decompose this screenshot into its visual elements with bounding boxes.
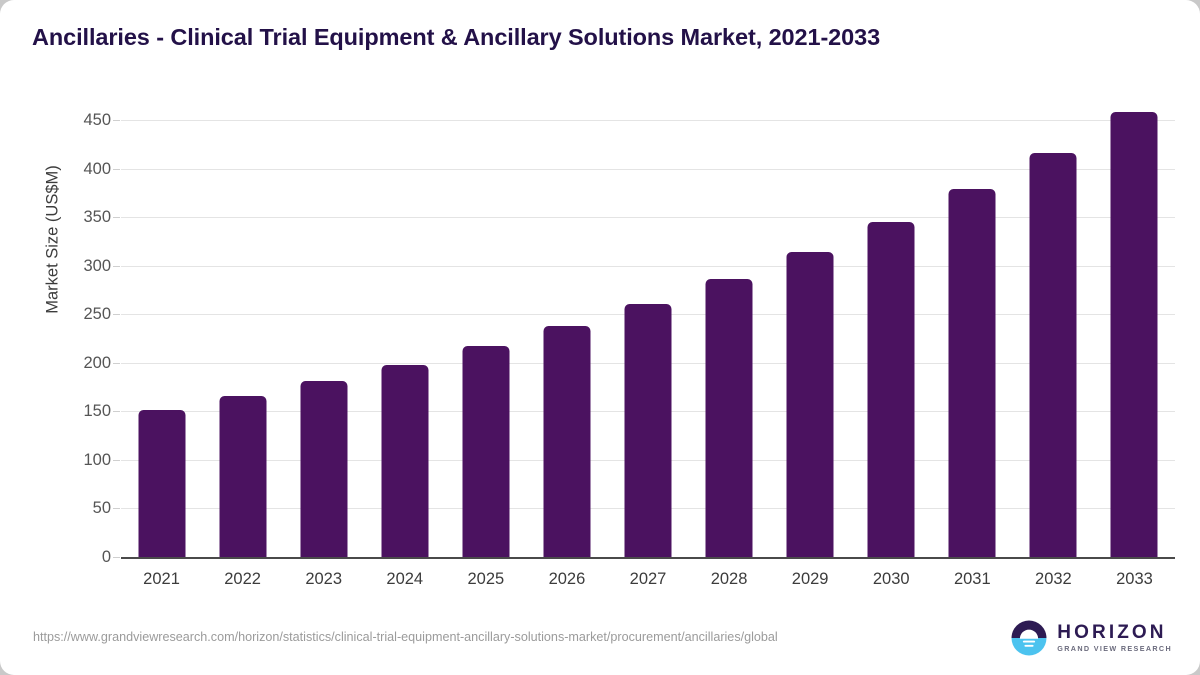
bar[interactable] bbox=[624, 303, 672, 557]
chart-title: Ancillaries - Clinical Trial Equipment &… bbox=[32, 24, 881, 50]
y-axis-tickmark bbox=[113, 459, 120, 461]
x-axis-line bbox=[121, 557, 1175, 559]
bar[interactable] bbox=[300, 381, 348, 557]
source-url[interactable]: https://www.grandviewresearch.com/horizo… bbox=[33, 630, 778, 644]
bar[interactable] bbox=[462, 346, 510, 557]
bar-slot bbox=[364, 120, 445, 557]
y-axis-tickmark bbox=[113, 265, 120, 267]
bar-slot bbox=[445, 120, 526, 557]
bar[interactable] bbox=[867, 221, 915, 557]
y-axis-tick-label: 250 bbox=[83, 304, 111, 323]
y-axis-tick-label: 450 bbox=[83, 110, 111, 129]
gridline bbox=[121, 168, 1175, 170]
y-axis-tickmark bbox=[113, 557, 120, 558]
horizon-logo-icon bbox=[1010, 619, 1048, 657]
bar[interactable] bbox=[1110, 112, 1158, 557]
bar-slot bbox=[607, 120, 688, 557]
bar-slot bbox=[283, 120, 364, 557]
bar-slot bbox=[121, 120, 202, 557]
y-axis-tickmark bbox=[113, 362, 120, 364]
y-axis-tick-label: 0 bbox=[101, 547, 111, 566]
gridline bbox=[121, 120, 1175, 121]
bar[interactable] bbox=[948, 188, 996, 557]
y-axis-tick-label: 100 bbox=[83, 450, 111, 469]
y-axis-tickmark bbox=[113, 168, 120, 170]
y-axis-tick-label: 150 bbox=[83, 402, 111, 421]
horizon-logo: HORIZON GRAND VIEW RESEARCH bbox=[1010, 619, 1172, 657]
bar-slot bbox=[770, 120, 851, 557]
y-axis-tickmark bbox=[113, 314, 120, 316]
bar[interactable] bbox=[1029, 153, 1077, 557]
y-axis-tickmarks bbox=[0, 120, 1200, 558]
x-axis-tick-label: 2027 bbox=[629, 570, 667, 588]
x-axis-tick-label: 2032 bbox=[1035, 570, 1072, 588]
x-axis-tick-label: 2021 bbox=[143, 570, 180, 588]
bar[interactable] bbox=[543, 325, 591, 557]
bar[interactable] bbox=[786, 252, 834, 557]
bar-slot bbox=[202, 120, 283, 557]
x-axis-tick-label: 2026 bbox=[548, 570, 586, 588]
bar-slot bbox=[526, 120, 607, 557]
x-axis-tick-label: 2029 bbox=[791, 570, 829, 588]
x-axis-tick-label: 2033 bbox=[1116, 570, 1153, 588]
y-axis-tickmark bbox=[113, 120, 120, 121]
gridline bbox=[121, 217, 1175, 219]
bar-slot bbox=[1094, 112, 1175, 557]
x-axis-tick-labels: 2021 2022 2023 2024 2025 2026 2027 2028 2029 2030… bbox=[121, 570, 1175, 596]
horizon-logo-text: HORIZON GRAND VIEW RESEARCH bbox=[1057, 623, 1172, 652]
x-axis-tick-label: 2025 bbox=[467, 570, 505, 588]
bar[interactable] bbox=[381, 364, 429, 557]
y-axis-tick-label: 300 bbox=[83, 256, 111, 275]
logo-wordmark: HORIZON bbox=[1057, 622, 1167, 644]
x-axis-tick-label: 2030 bbox=[872, 570, 910, 588]
y-axis-tickmark bbox=[113, 508, 120, 510]
x-axis-tick-label: 2023 bbox=[305, 570, 343, 588]
y-axis-tick-labels: 0 50 100 150 200 250 300 350 400 450 bbox=[41, 112, 111, 565]
bar-slot bbox=[851, 120, 932, 557]
x-axis-tick-label: 2022 bbox=[224, 570, 261, 588]
bar-slot bbox=[1013, 120, 1094, 557]
x-axis-tick-label: 2024 bbox=[386, 570, 424, 588]
y-axis-tick-label: 400 bbox=[83, 159, 111, 178]
y-axis-tick-label: 50 bbox=[92, 499, 111, 518]
x-axis-tick-label: 2028 bbox=[710, 570, 748, 588]
y-axis-tick-label: 350 bbox=[83, 207, 111, 226]
bar-slot bbox=[689, 120, 770, 557]
logo-tagline: GRAND VIEW RESEARCH bbox=[1057, 644, 1172, 654]
bar[interactable] bbox=[705, 279, 753, 557]
bar-slot bbox=[932, 120, 1013, 557]
y-axis-tickmark bbox=[113, 217, 120, 219]
gridline bbox=[121, 265, 1175, 267]
y-axis-tickmark bbox=[113, 411, 120, 413]
bar[interactable] bbox=[219, 395, 267, 557]
x-axis-tick-label: 2031 bbox=[953, 570, 991, 588]
bar-series bbox=[121, 112, 1175, 557]
y-axis-tick-label: 200 bbox=[83, 353, 111, 372]
bar[interactable] bbox=[138, 410, 186, 557]
